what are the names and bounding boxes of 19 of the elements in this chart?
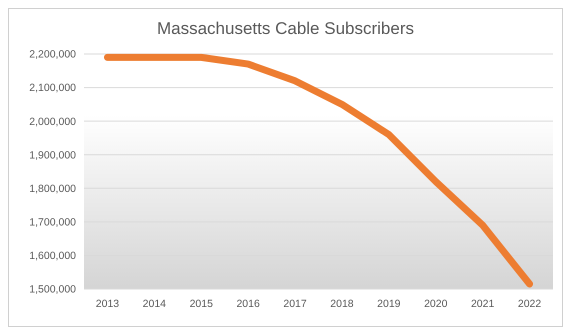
x-tick-label: 2021 [470, 298, 494, 310]
x-tick-label: 2014 [142, 298, 166, 310]
y-tick-label: 2,100,000 [29, 82, 76, 94]
x-tick-label: 2022 [518, 298, 542, 310]
x-tick-label: 2018 [330, 298, 354, 310]
y-tick-label: 1,800,000 [29, 182, 76, 195]
y-tick-label: 1,900,000 [29, 149, 76, 162]
y-tick-label: 1,700,000 [29, 216, 76, 229]
x-tick-label: 2015 [190, 298, 214, 310]
x-tick-label: 2016 [236, 298, 260, 310]
x-tick-label: 2020 [424, 298, 448, 310]
y-tick-label: 2,200,000 [29, 48, 76, 61]
x-tick-label: 2017 [283, 298, 307, 310]
y-tick-label: 1,500,000 [29, 284, 76, 296]
x-tick-label: 2019 [377, 298, 401, 310]
chart-title: Massachusetts Cable Subscribers [156, 19, 414, 38]
y-tick-label: 2,000,000 [29, 116, 76, 128]
x-tick-label: 2013 [96, 298, 120, 310]
y-tick-label: 1,600,000 [29, 250, 76, 262]
